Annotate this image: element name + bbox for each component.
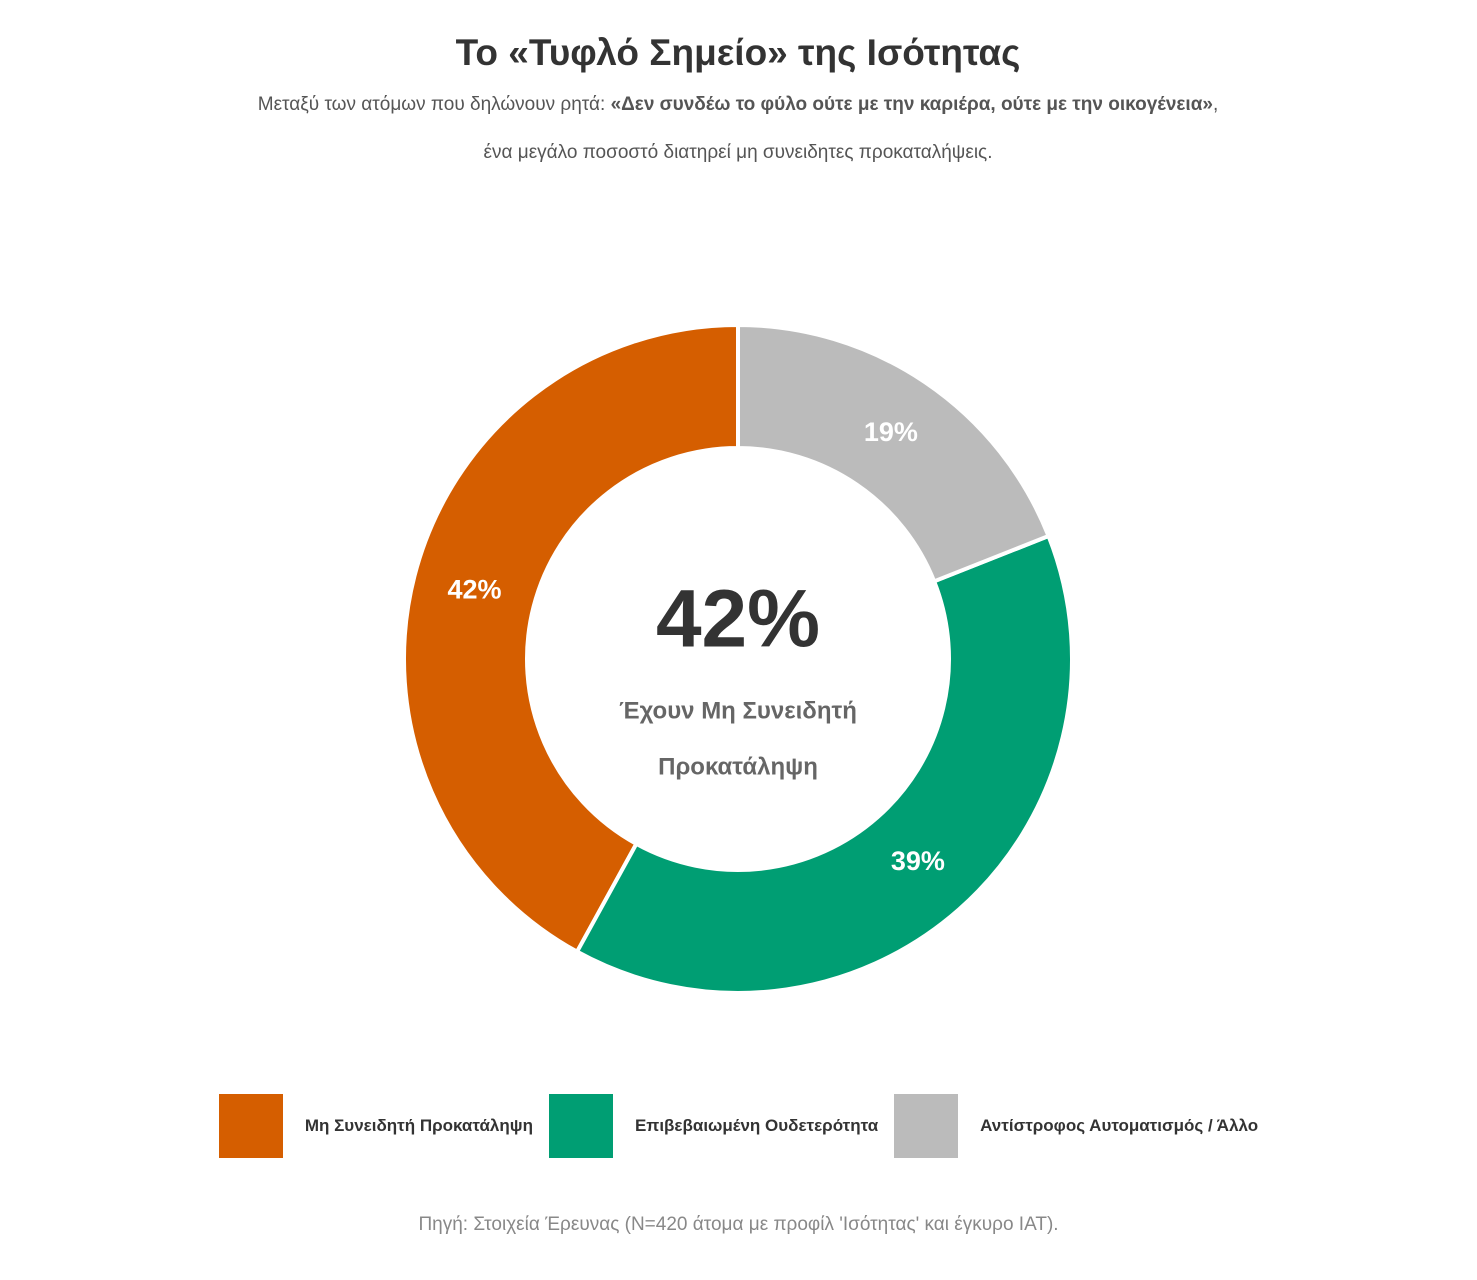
center-value: 42%	[656, 574, 820, 665]
slice-label: 42%	[448, 574, 502, 604]
center-caption: Προκατάληψη	[658, 753, 818, 780]
legend-item: Μη Συνειδητή Προκατάληψη	[218, 1094, 533, 1158]
slice-label: 39%	[891, 846, 945, 876]
slice-label: 19%	[864, 417, 918, 447]
source-note: Πηγή: Στοιχεία Έρευνας (N=420 άτομα με π…	[418, 1214, 1059, 1235]
legend: Μη Συνειδητή Προκατάληψη Επιβεβαιωμένη Ου…	[0, 1094, 1477, 1158]
legend-swatch	[894, 1094, 959, 1158]
subtitle-quote: «Δεν συνδέω το φύλο ούτε με την καριέρα,…	[611, 94, 1213, 115]
subtitle-text: Μεταξύ των ατόμων που δηλώνουν ρητά:	[258, 94, 611, 115]
legend-label: Αντίστροφος Αυτοματισμός / Άλλο	[980, 1116, 1259, 1135]
legend-swatch	[548, 1094, 613, 1158]
legend-item: Επιβεβαιωμένη Ουδετερότητα	[548, 1094, 879, 1158]
legend-item: Αντίστροφος Αυτοματισμός / Άλλο	[894, 1094, 1258, 1158]
chart-title: Το «Τυφλό Σημείο» της Ισότητας	[456, 32, 1021, 73]
legend-swatch	[218, 1094, 283, 1158]
donut: 42% 39% 19%	[402, 322, 1074, 996]
center-caption: Έχουν Μη Συνειδητή	[619, 697, 857, 724]
legend-label: Επιβεβαιωμένη Ουδετερότητα	[634, 1116, 879, 1135]
subtitle: Μεταξύ των ατόμων που δηλώνουν ρητά: «Δε…	[258, 94, 1218, 115]
donut-slice	[574, 533, 1074, 996]
donut-slice	[736, 322, 1052, 584]
legend-label: Μη Συνειδητή Προκατάληψη	[304, 1116, 533, 1135]
donut-slice	[402, 322, 740, 955]
subtitle-text: ,	[1213, 94, 1218, 115]
subtitle: ένα μεγάλο ποσοστό διατηρεί μη συνειδητε…	[484, 142, 993, 163]
chart: Το «Τυφλό Σημείο» της Ισότητας Μεταξύ τω…	[258, 32, 1218, 996]
